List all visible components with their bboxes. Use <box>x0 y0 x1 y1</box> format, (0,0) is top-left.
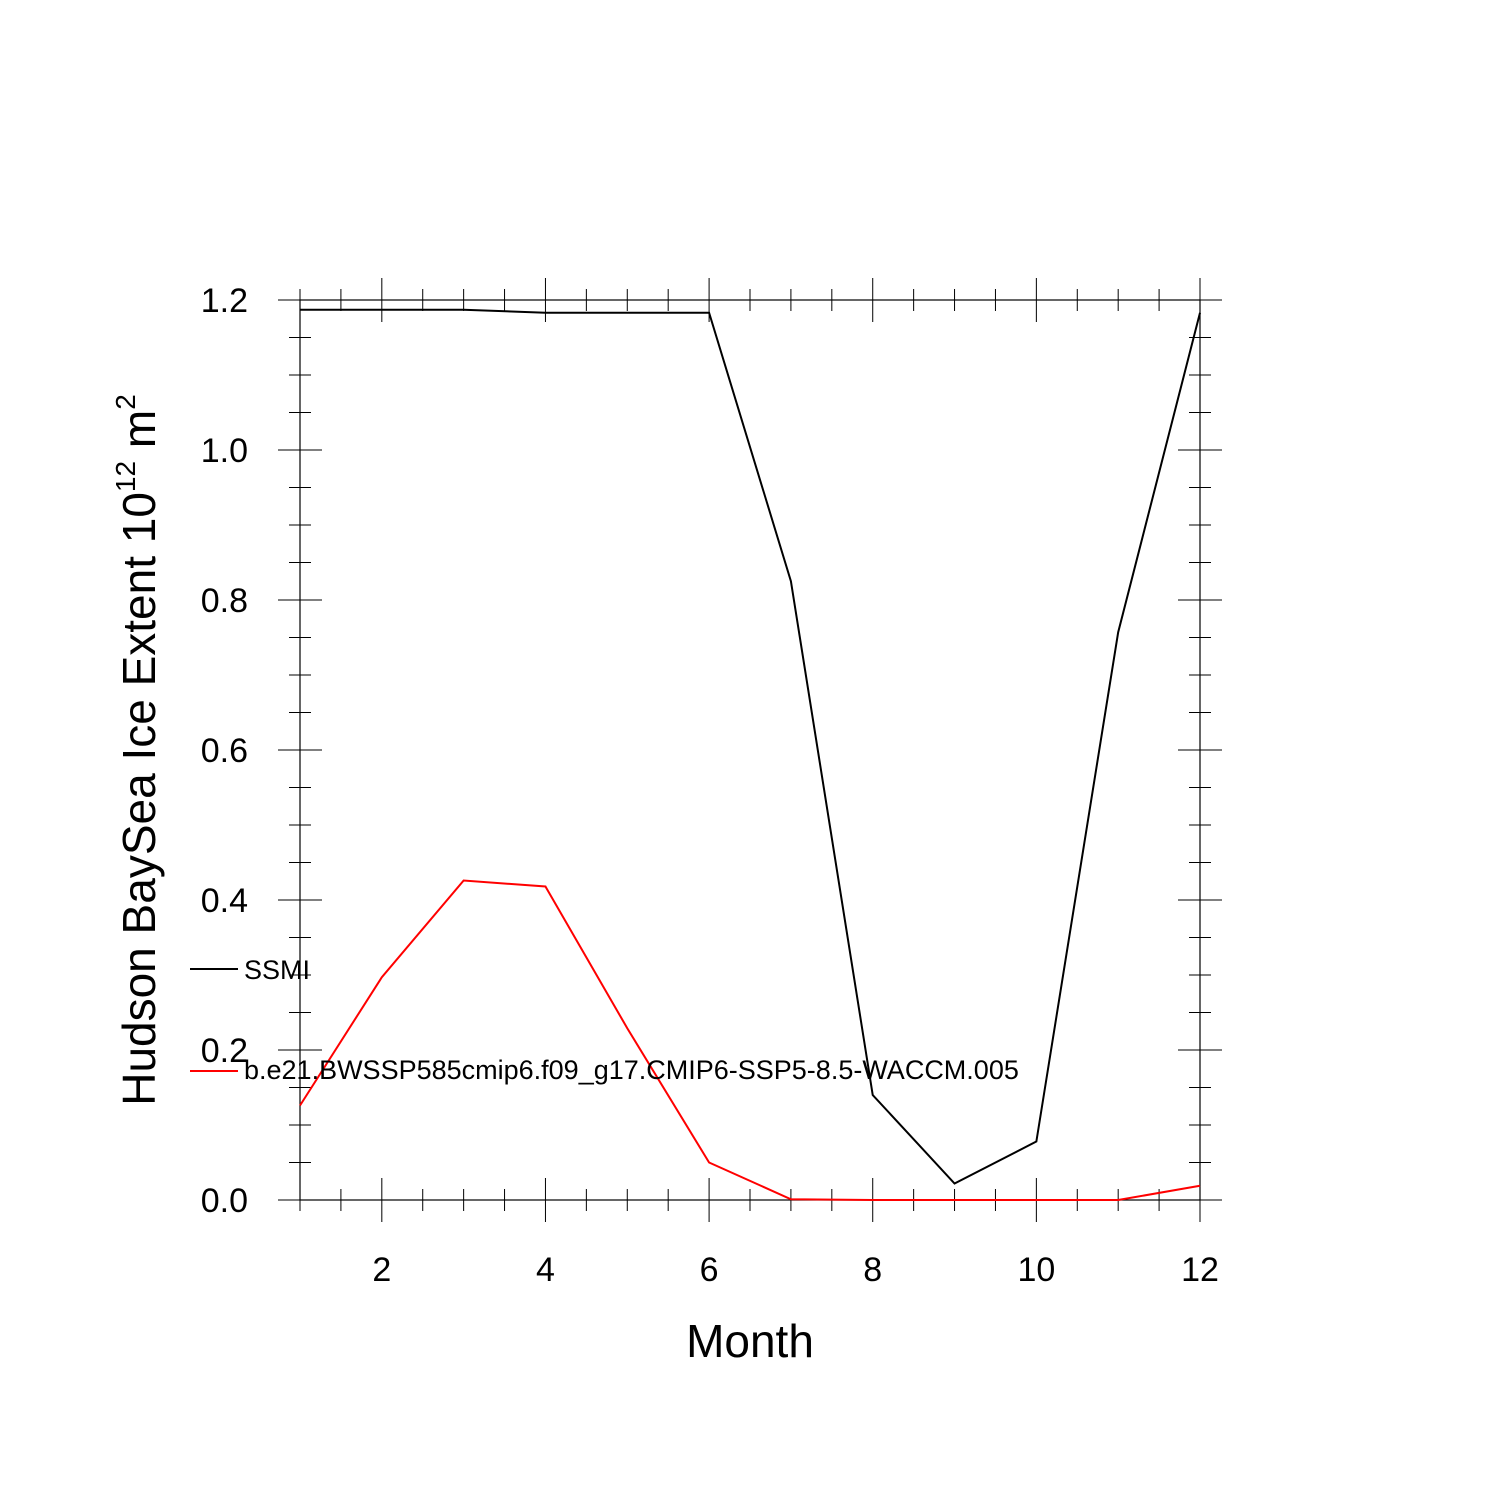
x-tick-label: 2 <box>372 1251 391 1289</box>
y-tick-label: 0.6 <box>201 732 248 770</box>
y-tick-label: 1.0 <box>201 432 248 470</box>
y-axis-title-exponent: 12 <box>110 461 141 492</box>
series-lines <box>299 308 1201 1201</box>
tick-labels: 2 4 6 8 10 12 0.0 0.2 0.4 0.6 0.8 1.0 1.2 <box>201 282 1219 1289</box>
y-tick-label: 0.0 <box>201 1182 248 1220</box>
legend-label-waccm: b.e21.BWSSP585cmip6.f09_g17.CMIP6-SSP5-8… <box>244 1055 1019 1085</box>
x-tick-label: 12 <box>1181 1251 1219 1289</box>
series-line-ssmi <box>300 308 1201 1185</box>
x-tick-label: 4 <box>536 1251 555 1289</box>
legend: SSMI b.e21.BWSSP585cmip6.f09_g17.CMIP6-S… <box>190 955 1019 1085</box>
y-axis-title-text: Hudson BaySea Ice Extent 10 <box>113 492 165 1106</box>
x-axis-title: Month <box>686 1315 814 1367</box>
y-axis-title-unit: m <box>113 410 165 461</box>
y-tick-label: 0.2 <box>201 1032 248 1070</box>
x-tick-label: 6 <box>700 1251 719 1289</box>
y-axis-title-unit-exponent: 2 <box>110 394 141 410</box>
y-tick-label: 0.8 <box>201 582 248 620</box>
x-tick-label: 8 <box>863 1251 882 1289</box>
legend-label-ssmi: SSMI <box>244 955 310 985</box>
y-tick-label: 1.2 <box>201 282 248 320</box>
series-line-waccm <box>299 879 1201 1201</box>
y-tick-label: 0.4 <box>201 882 248 920</box>
y-axis-title: Hudson BaySea Ice Extent 1012 m2 <box>110 394 165 1106</box>
x-tick-label: 10 <box>1017 1251 1055 1289</box>
